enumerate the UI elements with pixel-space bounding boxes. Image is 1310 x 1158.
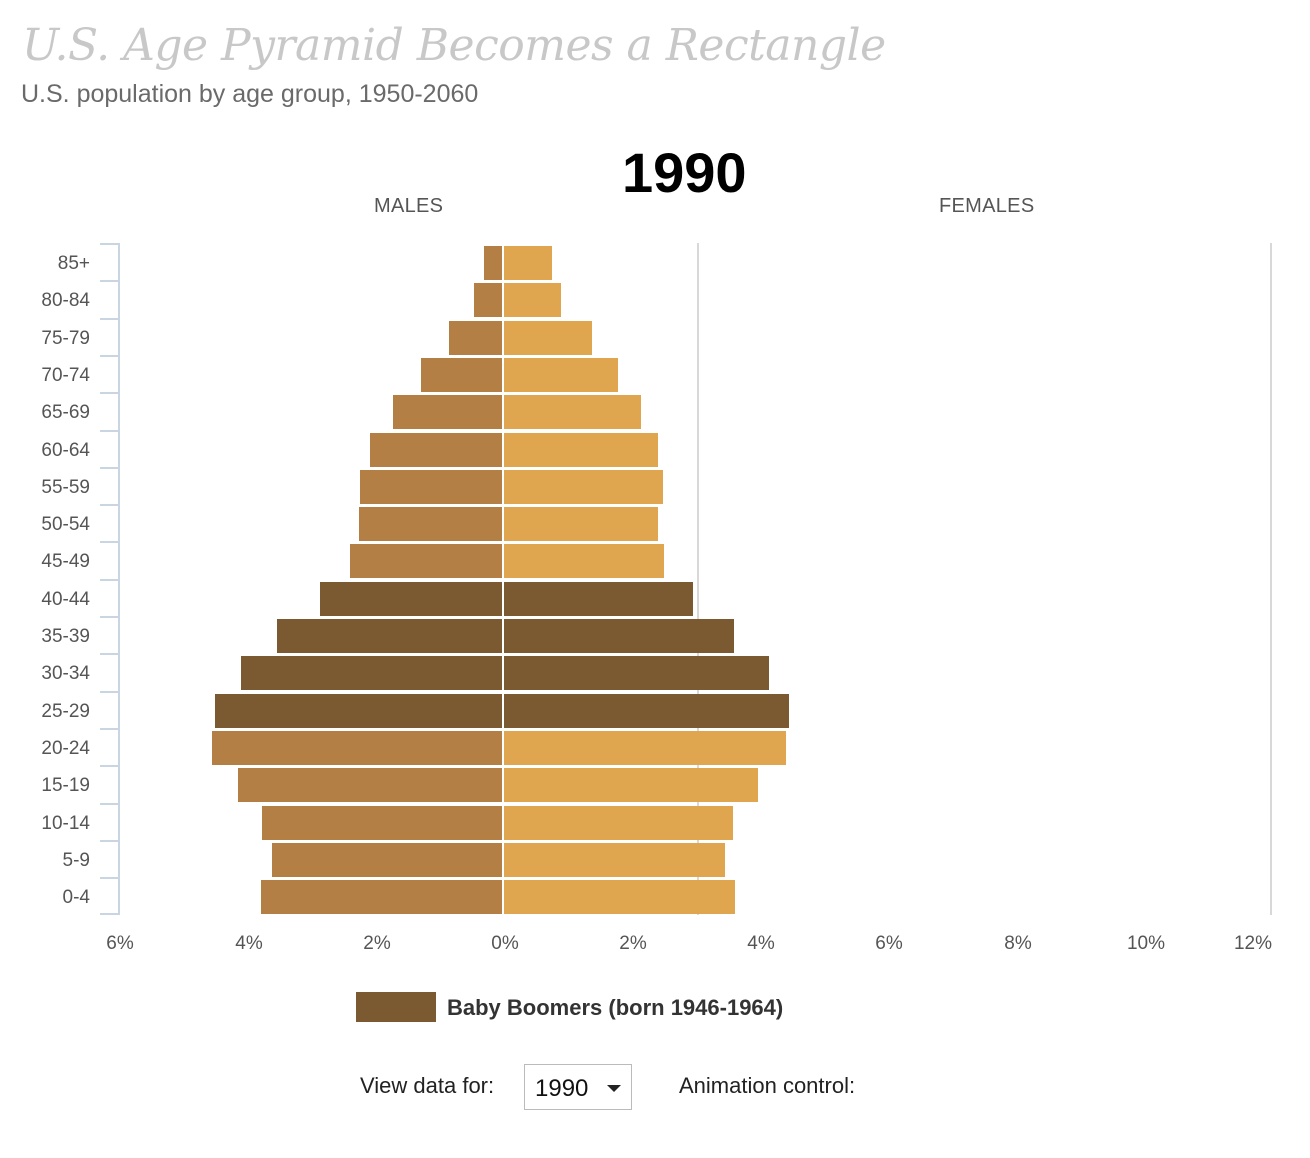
female-bar[interactable]	[504, 320, 593, 355]
year-heading: 1990	[622, 141, 747, 204]
y-tick-label: 60-64	[41, 439, 90, 461]
y-tick	[100, 392, 120, 395]
y-tick	[100, 877, 120, 880]
x-tick-label: 12%	[1233, 933, 1273, 954]
chevron-down-icon	[607, 1085, 621, 1092]
y-tick	[100, 280, 120, 283]
y-tick	[100, 802, 120, 805]
female-bar[interactable]	[504, 619, 734, 653]
male-bar[interactable]	[370, 432, 502, 467]
male-bar[interactable]	[484, 246, 502, 280]
female-bar[interactable]	[504, 544, 664, 579]
x-tick-label: 2%	[619, 933, 647, 954]
year-select[interactable]: 1990	[524, 1064, 632, 1110]
y-tick-label: 80-84	[41, 290, 90, 312]
female-bar[interactable]	[504, 469, 663, 504]
female-bar[interactable]	[504, 283, 561, 318]
y-tick	[100, 504, 120, 507]
y-tick	[100, 913, 120, 916]
x-tick-label: 6%	[875, 933, 903, 954]
female-bar[interactable]	[504, 357, 618, 392]
female-bar[interactable]	[504, 768, 759, 803]
y-tick	[100, 354, 120, 357]
x-tick-label: 10%	[1126, 933, 1166, 954]
male-bar[interactable]	[359, 507, 502, 542]
female-bar[interactable]	[504, 507, 659, 542]
x-tick-label: 4%	[235, 933, 263, 954]
view-data-label: View data for:	[360, 1073, 495, 1098]
y-tick-label: 35-39	[41, 626, 90, 647]
y-tick-label: 10-14	[41, 812, 90, 834]
male-bar[interactable]	[473, 283, 502, 318]
x-tick-label: 8%	[1004, 933, 1032, 954]
y-tick	[100, 317, 120, 320]
female-bar[interactable]	[504, 246, 552, 280]
male-bar[interactable]	[276, 619, 502, 653]
x-tick-label: 2%	[363, 933, 391, 954]
animation-control-label: Animation control:	[679, 1073, 856, 1098]
male-bar[interactable]	[359, 469, 502, 504]
y-tick	[100, 616, 120, 618]
female-bar[interactable]	[504, 805, 734, 840]
y-tick	[100, 727, 120, 730]
legend-label-boomers: Baby Boomers (born 1946-1964)	[447, 995, 784, 1020]
y-tick-label: 55-59	[41, 476, 90, 498]
y-tick	[100, 653, 120, 656]
male-bar[interactable]	[448, 320, 502, 355]
y-tick-label: 20-24	[41, 737, 90, 759]
chart-title: U.S. Age Pyramid Becomes a Rectangle	[22, 20, 886, 71]
female-bar[interactable]	[504, 693, 789, 728]
gridline	[696, 243, 699, 915]
gridline	[1270, 243, 1273, 915]
y-tick-label: 25-29	[41, 700, 90, 722]
male-bar[interactable]	[260, 880, 502, 915]
male-bar[interactable]	[393, 395, 502, 430]
x-tick-label: 6%	[106, 933, 134, 954]
male-bar[interactable]	[350, 544, 502, 579]
y-tick-label: 75-79	[41, 327, 90, 349]
y-tick-label: 0-4	[62, 887, 90, 909]
female-bar[interactable]	[504, 842, 725, 877]
male-bar[interactable]	[237, 768, 502, 803]
y-tick-label: 15-19	[41, 775, 90, 797]
male-bar[interactable]	[272, 842, 502, 877]
y-tick-label: 70-74	[41, 364, 90, 386]
y-tick	[100, 466, 120, 469]
y-tick	[100, 243, 120, 245]
y-tick-label: 45-49	[41, 551, 90, 573]
female-bar[interactable]	[504, 880, 736, 915]
x-tick-label: 0%	[491, 933, 519, 954]
year-select-value: 1990	[535, 1075, 589, 1102]
y-tick-label: 30-34	[41, 663, 90, 685]
y-tick-label: 50-54	[41, 514, 90, 536]
male-bar[interactable]	[320, 581, 502, 616]
female-bar[interactable]	[504, 581, 693, 616]
y-tick	[100, 690, 120, 693]
y-tick-label: 65-69	[41, 402, 90, 424]
male-bar[interactable]	[262, 805, 502, 840]
y-tick	[100, 839, 120, 842]
x-tick-label: 4%	[747, 933, 775, 954]
y-tick	[100, 765, 120, 768]
y-tick	[100, 541, 120, 544]
male-bar[interactable]	[240, 656, 502, 691]
female-bar[interactable]	[504, 730, 787, 765]
y-tick	[100, 578, 120, 581]
female-bar[interactable]	[504, 395, 641, 430]
females-label: FEMALES	[939, 195, 1035, 217]
male-bar[interactable]	[215, 693, 502, 728]
female-bar[interactable]	[504, 656, 769, 691]
y-tick-label: 40-44	[41, 588, 90, 610]
males-label: MALES	[374, 195, 444, 217]
y-tick-label: 85+	[57, 253, 90, 274]
y-tick	[100, 429, 120, 432]
legend-swatch-boomers	[356, 992, 436, 1022]
male-bar[interactable]	[212, 730, 502, 765]
chart-subtitle: U.S. population by age group, 1950-2060	[21, 80, 479, 108]
male-bar[interactable]	[420, 357, 502, 392]
y-tick-label: 5-9	[62, 849, 90, 871]
female-bar[interactable]	[504, 432, 659, 467]
